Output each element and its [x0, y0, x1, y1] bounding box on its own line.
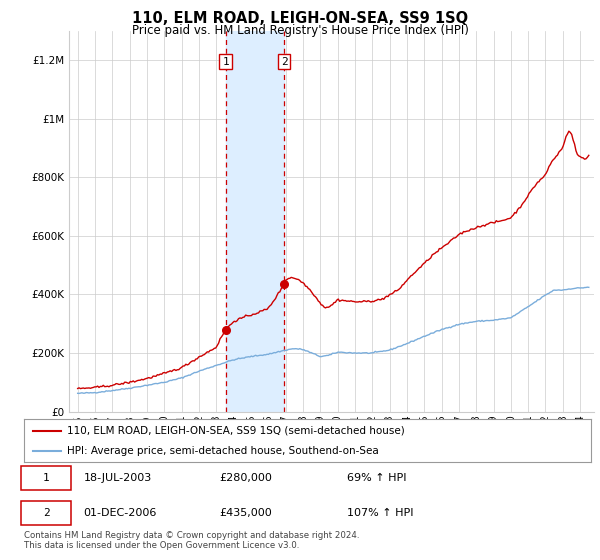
Bar [226, 31, 284, 412]
Text: £280,000: £280,000 [220, 473, 272, 483]
Text: HPI: Average price, semi-detached house, Southend-on-Sea: HPI: Average price, semi-detached house,… [67, 446, 378, 456]
Text: 18-JUL-2003: 18-JUL-2003 [83, 473, 152, 483]
Text: 110, ELM ROAD, LEIGH-ON-SEA, SS9 1SQ: 110, ELM ROAD, LEIGH-ON-SEA, SS9 1SQ [132, 11, 468, 26]
Text: 1: 1 [43, 473, 49, 483]
FancyBboxPatch shape [21, 466, 71, 490]
FancyBboxPatch shape [21, 501, 71, 525]
Text: 110, ELM ROAD, LEIGH-ON-SEA, SS9 1SQ (semi-detached house): 110, ELM ROAD, LEIGH-ON-SEA, SS9 1SQ (se… [67, 426, 404, 436]
Text: Price paid vs. HM Land Registry's House Price Index (HPI): Price paid vs. HM Land Registry's House … [131, 24, 469, 36]
Text: 69% ↑ HPI: 69% ↑ HPI [347, 473, 407, 483]
Text: £435,000: £435,000 [220, 508, 272, 518]
Text: 107% ↑ HPI: 107% ↑ HPI [347, 508, 413, 518]
Text: Contains HM Land Registry data © Crown copyright and database right 2024.
This d: Contains HM Land Registry data © Crown c… [24, 531, 359, 550]
Text: 2: 2 [281, 57, 287, 67]
Text: 1: 1 [222, 57, 229, 67]
Text: 2: 2 [43, 508, 49, 518]
Text: 01-DEC-2006: 01-DEC-2006 [83, 508, 157, 518]
